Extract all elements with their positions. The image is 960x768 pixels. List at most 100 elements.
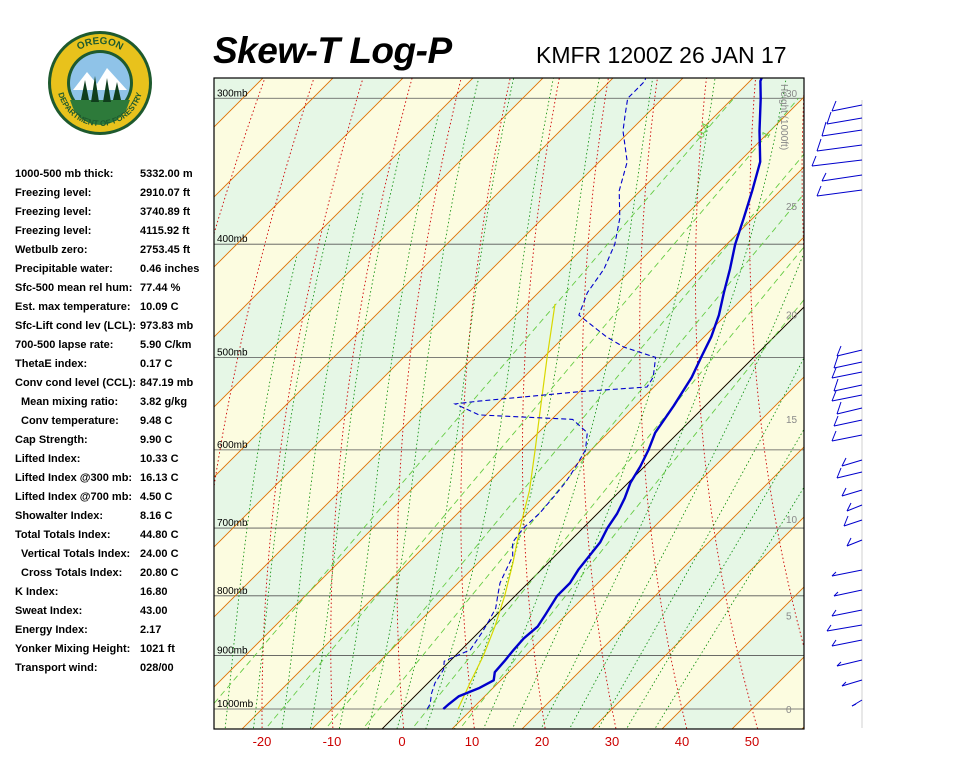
wind-barb — [821, 174, 863, 182]
wind-barb — [831, 371, 863, 379]
stat-label: Cap Strength: — [15, 434, 88, 446]
moist-adiabat-line — [367, 78, 480, 729]
stat-label: K Index: — [15, 586, 59, 598]
wind-barb — [833, 419, 863, 427]
stat-label: Mean mixing ratio: — [21, 396, 119, 408]
dry-adiabat-line — [261, 78, 364, 729]
mixing-ratio-line — [411, 246, 804, 729]
x-tick-label: 0 — [398, 734, 405, 749]
stat-label: Sfc-Lift cond lev (LCL): — [15, 320, 136, 332]
stat-label: Est. max temperature: — [15, 301, 131, 313]
wind-barb — [831, 394, 863, 402]
stat-label: Precipitable water: — [15, 263, 113, 275]
x-tick-label: 10 — [465, 734, 479, 749]
x-tick-label: 20 — [535, 734, 549, 749]
stat-value: 0.17 C — [140, 358, 173, 370]
wind-barb — [831, 609, 863, 617]
stat-label: Energy Index: — [15, 624, 88, 636]
oregon-forestry-logo: OREGON DEPARTMENT OF FORESTRY — [47, 30, 153, 136]
isotherm-line — [214, 78, 754, 618]
wind-barb-flag — [836, 467, 842, 479]
stat-value: 9.90 C — [140, 434, 173, 446]
mixing-ratio-label: 2 — [813, 129, 826, 140]
stat-value: 20.80 C — [140, 567, 179, 579]
stat-label: Transport wind: — [15, 662, 98, 674]
wind-barb — [816, 144, 863, 152]
wind-barb — [836, 659, 863, 667]
zero-isotherm-line — [381, 306, 804, 729]
moist-adiabat-line — [338, 114, 439, 729]
isotherm-line — [451, 376, 804, 729]
height-tick-label: 10 — [786, 515, 798, 526]
x-tick-label: 40 — [675, 734, 689, 749]
moist-adiabat-line — [224, 256, 297, 729]
temperature-band — [214, 78, 804, 687]
isotherm-line — [591, 516, 804, 729]
wind-barb — [831, 104, 863, 112]
wind-barb-flag — [841, 681, 847, 687]
stat-value: 44.80 C — [140, 529, 179, 541]
moist-adiabat-line — [281, 190, 364, 729]
stat-value: 24.00 C — [140, 548, 179, 560]
wind-barb-flag — [811, 155, 817, 167]
stat-label: Freezing level: — [15, 187, 92, 199]
wind-barb — [843, 519, 863, 527]
stat-value: 77.44 % — [140, 282, 181, 294]
wind-barb — [846, 504, 863, 512]
dry-adiabat-line — [903, 0, 960, 748]
stat-value: 2910.07 ft — [140, 187, 191, 199]
x-tick-label: 50 — [745, 734, 759, 749]
stat-label: Cross Totals Index: — [21, 567, 123, 579]
mixing-ratio-line — [264, 98, 799, 729]
isotherm-line — [311, 236, 804, 729]
pressure-label: 700mb — [217, 518, 248, 529]
wind-barb-flag — [843, 515, 849, 527]
wind-barb-flag — [816, 185, 822, 197]
height-tick-label: 30 — [786, 89, 798, 100]
dewpoint-trace — [426, 78, 657, 710]
wind-barb-flag — [831, 571, 837, 577]
stat-label: Showalter Index: — [15, 510, 104, 522]
temperature-band — [214, 96, 804, 729]
x-tick-label: -10 — [323, 734, 342, 749]
pressure-label: 500mb — [217, 347, 248, 358]
stat-value: 16.13 C — [140, 472, 179, 484]
stat-value: 5.90 C/km — [140, 339, 192, 351]
wind-barb — [846, 539, 863, 547]
mixing-ratio-line — [459, 299, 804, 729]
logo-seal: OREGON DEPARTMENT OF FORESTRY — [48, 31, 152, 135]
wind-barb — [833, 384, 863, 392]
wind-barb-flag — [841, 457, 847, 467]
wind-barb-flag — [836, 345, 842, 357]
wind-barb — [836, 349, 863, 357]
stat-label: Freezing level: — [15, 206, 92, 218]
x-tick-label: 30 — [605, 734, 619, 749]
dry-adiabat-line — [951, 0, 960, 748]
wind-barb — [826, 624, 863, 632]
stat-value: 9.48 C — [140, 415, 173, 427]
wind-barb — [816, 189, 863, 197]
mixing-ratio-label: 5 — [889, 129, 902, 140]
wind-barb — [811, 159, 863, 167]
isotherm-line — [214, 78, 404, 268]
wind-barb — [831, 639, 863, 647]
height-tick-label: 25 — [786, 202, 798, 213]
chart-title: Skew-T Log-P — [213, 30, 452, 71]
stat-label: Total Totals Index: — [15, 529, 111, 541]
stat-label: Lifted Index @700 mb: — [15, 491, 133, 503]
wind-barb-flag — [851, 703, 857, 707]
stat-value: 2.17 — [140, 624, 162, 636]
mixing-ratio-line — [362, 193, 804, 729]
wind-barb-flag — [833, 378, 839, 392]
isotherm-line — [241, 166, 804, 729]
mixing-ratio-label: 1 — [760, 129, 773, 140]
stat-value: 4115.92 ft — [140, 225, 190, 237]
stat-value: 0.46 inches — [140, 263, 200, 275]
stat-value: 3740.89 ft — [140, 206, 191, 218]
wind-barb-flag — [841, 487, 847, 497]
wind-barb — [841, 679, 863, 687]
wind-barb-flag — [826, 111, 832, 125]
wind-barb-flag — [831, 609, 837, 617]
